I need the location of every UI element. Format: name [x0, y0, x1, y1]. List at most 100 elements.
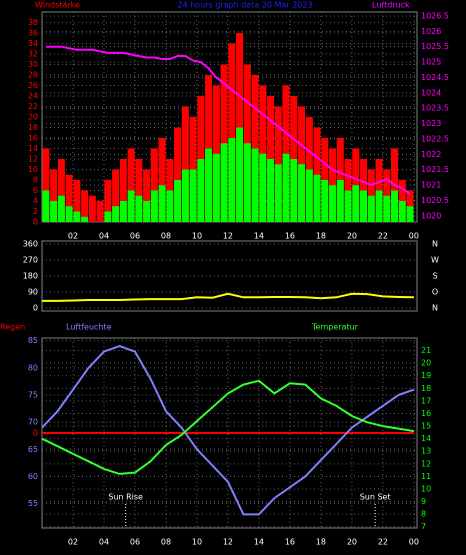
x-tick-label: 00	[409, 232, 419, 241]
bar	[50, 169, 58, 222]
tick-label: 38	[28, 18, 38, 27]
x-tick-label: 20	[347, 538, 357, 547]
tick-label: 14	[28, 144, 38, 153]
tick-label: 21	[421, 346, 431, 355]
tick-label: 6	[33, 186, 38, 195]
tick-label: 36	[28, 29, 38, 38]
tick-label: O	[432, 287, 438, 296]
tick-label: 10	[421, 484, 431, 493]
tick-label: 1024	[421, 88, 441, 97]
x-tick-label: 22	[378, 538, 388, 547]
tick-label: 1020	[421, 211, 441, 220]
bar	[321, 180, 329, 222]
tick-label: 20	[421, 359, 431, 368]
tick-label: 1024.5	[421, 73, 449, 82]
bar	[174, 180, 182, 222]
tick-label: 0	[33, 218, 38, 227]
x-tick-label: 12	[223, 538, 233, 547]
series-line	[45, 45, 411, 196]
annotation: Sun Rise	[108, 493, 143, 502]
bar	[228, 43, 236, 222]
bar	[174, 127, 182, 222]
tick-label: 34	[28, 39, 38, 48]
tick-label: 270	[23, 256, 38, 265]
tick-label: 8	[33, 176, 38, 185]
bar	[65, 206, 73, 222]
bar	[42, 148, 50, 222]
bar	[329, 185, 337, 222]
bar	[197, 159, 205, 222]
annotation: Sun Set	[360, 493, 391, 502]
tick-label: 12	[28, 155, 38, 164]
bar	[166, 190, 174, 222]
x-tick-label: 14	[254, 232, 264, 241]
series-label: Temperatur	[311, 323, 359, 332]
tick-label: 2	[33, 207, 38, 216]
bar	[212, 153, 220, 222]
tick-label: 11	[421, 472, 431, 481]
tick-label: 18	[28, 123, 38, 132]
series-label: Regen	[0, 323, 25, 332]
bar	[375, 190, 383, 222]
tick-label: 32	[28, 50, 38, 59]
x-tick-label: 06	[130, 232, 140, 241]
bar	[267, 159, 275, 222]
series-line	[41, 345, 415, 516]
bar	[57, 159, 65, 222]
bar	[143, 169, 151, 222]
bar	[127, 148, 135, 222]
tick-label: 12	[421, 459, 431, 468]
bar	[65, 174, 73, 222]
series-line	[42, 292, 414, 302]
tick-label: 55	[28, 499, 38, 508]
bar	[181, 169, 189, 222]
bar	[158, 138, 166, 222]
tick-label: 1025	[421, 58, 441, 67]
bar	[181, 106, 189, 222]
bar	[274, 164, 282, 222]
bar	[135, 159, 143, 222]
bar	[81, 216, 89, 222]
bar	[305, 169, 313, 222]
bar	[391, 190, 399, 222]
tick-label: 14	[421, 434, 431, 443]
tick-label: 16	[28, 134, 38, 143]
tick-label: 1021	[421, 181, 441, 190]
bar	[143, 201, 151, 222]
tick-label: 70	[28, 418, 38, 427]
bar	[104, 211, 112, 222]
tick-label: 9	[421, 497, 426, 506]
tick-label: N	[432, 303, 438, 312]
bar	[96, 201, 104, 222]
bar	[383, 195, 391, 222]
series-label: Luftfeuchte	[66, 323, 112, 332]
bar	[313, 174, 321, 222]
bar	[104, 180, 112, 222]
tick-label: 1020.5	[421, 196, 449, 205]
tick-label: N	[432, 240, 438, 249]
bar	[119, 201, 127, 222]
bar	[112, 206, 120, 222]
y-axis-label: Windstärke	[35, 1, 80, 10]
series-line	[41, 379, 415, 475]
tick-label: 28	[28, 71, 38, 80]
tick-label: 360	[23, 240, 38, 249]
bar	[228, 138, 236, 222]
tick-label: 19	[421, 371, 431, 380]
bar	[220, 143, 228, 222]
bar	[189, 169, 197, 222]
x-tick-label: 16	[285, 538, 295, 547]
bar	[50, 201, 58, 222]
bar	[205, 148, 213, 222]
tick-label: 60	[28, 472, 38, 481]
tick-label: 22	[28, 102, 38, 111]
tick-label: 1021.5	[421, 165, 449, 174]
bar	[360, 190, 368, 222]
y2-axis-label: Luftdruck	[372, 1, 410, 10]
x-tick-label: 22	[378, 232, 388, 241]
bar	[119, 159, 127, 222]
bar	[73, 180, 81, 222]
tick-label: 65	[28, 445, 38, 454]
